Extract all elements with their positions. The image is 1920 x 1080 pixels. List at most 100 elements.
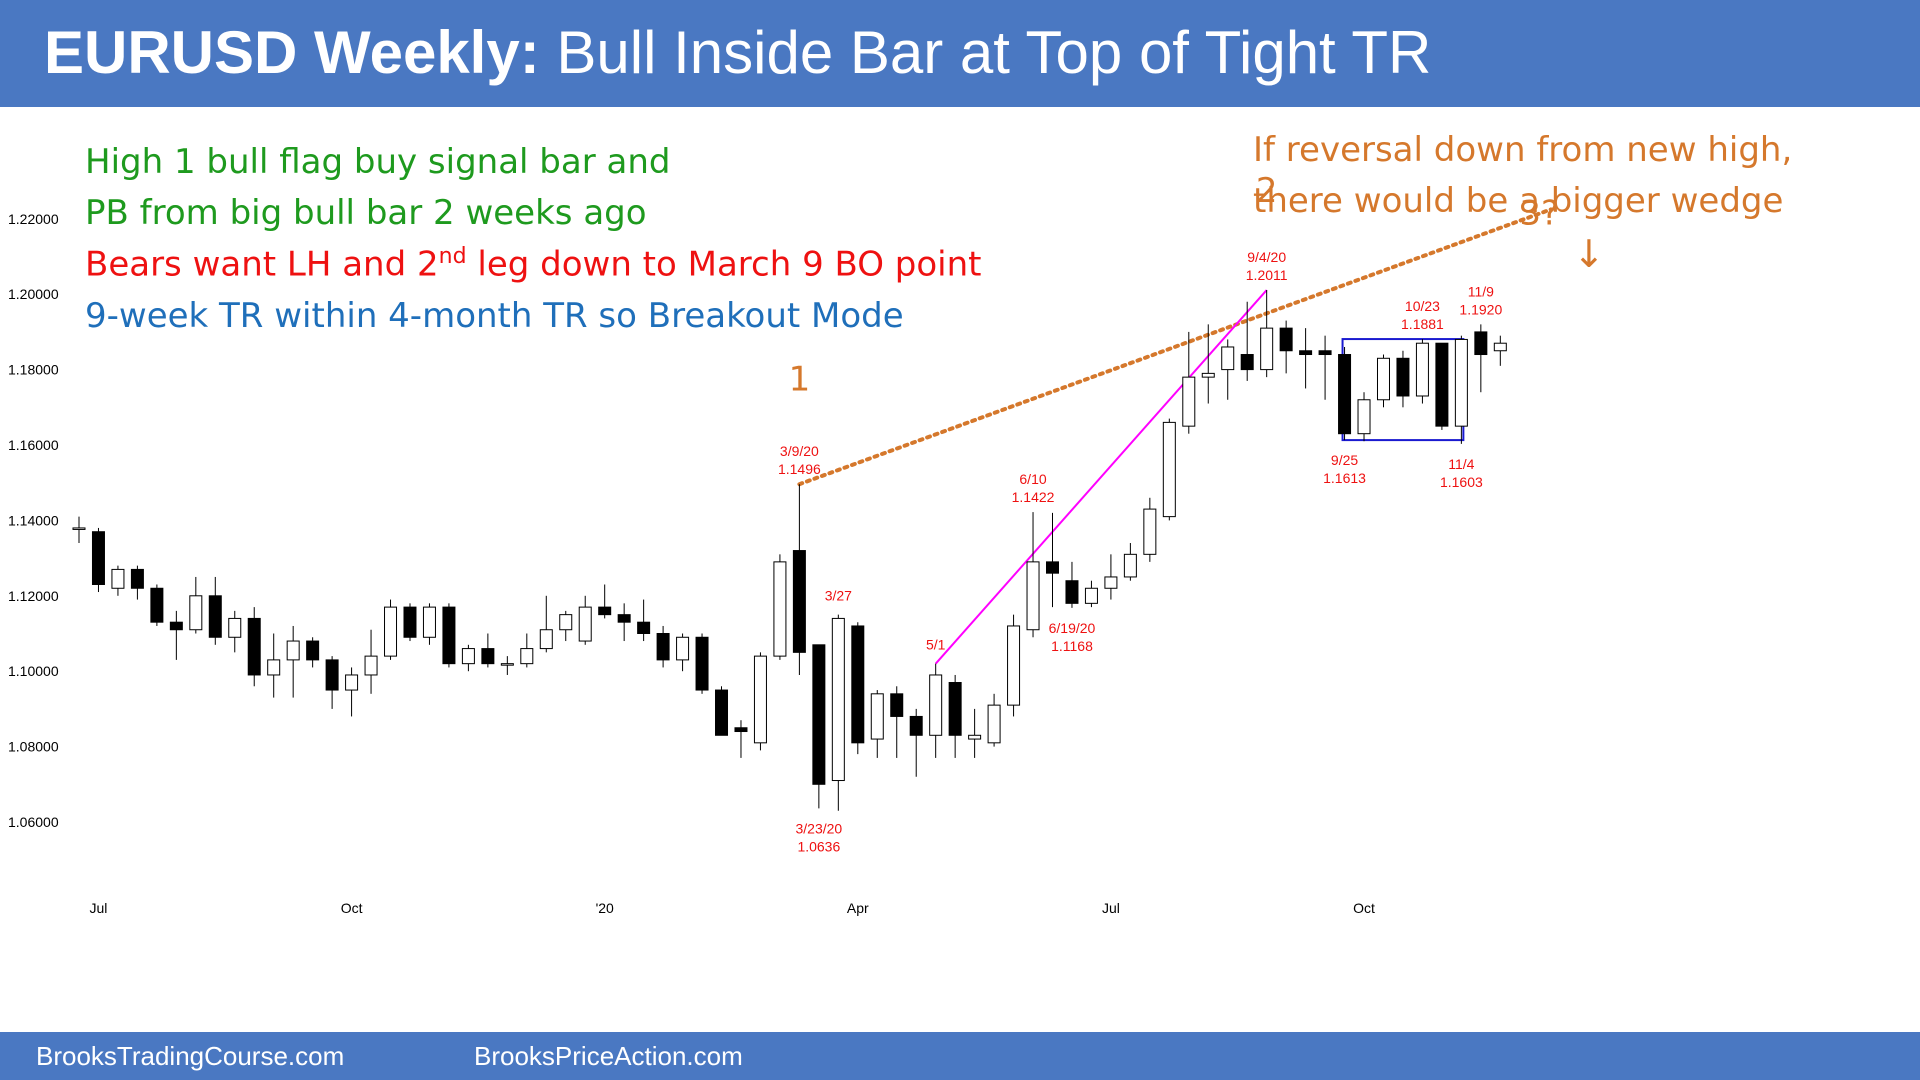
candle (364, 629, 378, 694)
y-tick-label: 1.20000 (8, 286, 59, 302)
annotation-date: 11/9 (1468, 283, 1494, 299)
candle-body (792, 550, 806, 653)
candle (1454, 335, 1468, 444)
candle-body (72, 527, 86, 530)
candle (286, 625, 300, 698)
candle (1299, 328, 1313, 389)
footer-link-left[interactable]: BrooksTradingCourse.com (36, 1041, 345, 1071)
price-annotation: 5/1 (926, 637, 946, 653)
reversal-note-1: If reversal down from new high, (1253, 130, 1793, 170)
candle-body (1162, 421, 1176, 518)
candle-body (559, 614, 573, 631)
note-line-3-a: Bears want LH and 2 (85, 244, 439, 285)
candle (948, 674, 962, 758)
candle-body (500, 663, 514, 666)
candle (968, 708, 982, 758)
candle (1338, 346, 1352, 441)
y-tick-label: 1.08000 (8, 739, 59, 755)
price-annotation: 3/9/20 1.1496 (778, 443, 821, 477)
candle (1026, 512, 1040, 638)
price-annotation: 6/19/20 1.1168 (1049, 620, 1096, 654)
candle-body (520, 648, 534, 665)
candle-body (1415, 342, 1429, 397)
price-annotation: 6/10 1.1422 (1012, 471, 1055, 505)
annotation-date: 10/23 (1405, 298, 1440, 314)
candle-body (948, 682, 962, 736)
candle-body (325, 659, 339, 691)
candle-body (403, 606, 417, 638)
x-tick-label: '20 (596, 900, 614, 916)
x-tick-label: Oct (341, 900, 363, 916)
candle-body (1299, 350, 1313, 356)
candle-body (637, 621, 651, 635)
candle-body (734, 727, 748, 733)
candle (1396, 350, 1410, 408)
candle-body (1338, 354, 1352, 435)
annotation-price: 1.0636 (797, 838, 840, 854)
page-title: EURUSD Weekly: Bull Inside Bar at Top of… (44, 18, 1431, 87)
candle (559, 610, 573, 642)
candle (987, 693, 1001, 747)
candle-body (1104, 576, 1118, 589)
candle-body (695, 636, 709, 691)
candle-body (1454, 338, 1468, 427)
y-tick-label: 1.16000 (8, 437, 59, 453)
candle-body (909, 715, 923, 736)
candle-body (1007, 625, 1021, 706)
candle-body (1260, 327, 1274, 371)
candle (228, 610, 242, 653)
candle (403, 603, 417, 642)
candle-body (169, 621, 183, 631)
candle-body (1493, 342, 1507, 352)
wedge-point-label: 1 (789, 359, 811, 399)
x-tick-label: Jul (90, 900, 108, 916)
candle (1201, 324, 1215, 404)
candle-body (1201, 372, 1215, 378)
candle (208, 576, 222, 645)
candle (812, 644, 826, 809)
candle (851, 622, 865, 755)
price-annotation: 9/4/20 1.2011 (1246, 249, 1288, 283)
candle (72, 516, 86, 544)
price-annotation: 3/23/20 1.0636 (796, 820, 843, 854)
candle (1123, 543, 1137, 581)
candle-body (1474, 331, 1488, 356)
wedge-point-label: 3? (1519, 193, 1559, 233)
y-tick-label: 1.06000 (8, 814, 59, 830)
price-annotation: 9/25 1.1613 (1323, 452, 1366, 486)
candle (130, 565, 144, 600)
candle (539, 595, 553, 653)
candle (909, 708, 923, 777)
price-annotation: 11/4 1.1603 (1440, 456, 1483, 490)
note-line-3-sup: nd (438, 244, 467, 269)
candle (267, 633, 281, 698)
annotation-price: 1.1881 (1401, 316, 1444, 332)
candle (1162, 418, 1176, 521)
candle-body (1123, 553, 1137, 578)
x-tick-label: Apr (847, 900, 869, 916)
candle (656, 625, 670, 668)
candle (695, 633, 709, 694)
candle (422, 603, 436, 645)
candle (481, 633, 495, 668)
candle-body (578, 606, 592, 642)
candle-body (753, 655, 767, 744)
candle (1046, 512, 1059, 608)
candle (520, 633, 534, 668)
candle (1474, 324, 1488, 393)
candlestick-chart: 1.06000 1.08000 1.10000 1.12000 1.14000 1.160… (8, 171, 1559, 916)
candle-body (384, 606, 398, 657)
candle (1435, 342, 1449, 430)
annotation-date: 9/4/20 (1247, 249, 1286, 265)
candle (831, 614, 845, 811)
candle-body (189, 595, 203, 631)
annotation-date: 3/23/20 (796, 820, 843, 836)
candle (637, 599, 651, 642)
candle-body (773, 561, 787, 657)
candle (1065, 561, 1079, 608)
down-arrow-icon: ↓ (1573, 232, 1605, 276)
candle-body (656, 633, 670, 661)
footer-link-right[interactable]: BrooksPriceAction.com (474, 1041, 743, 1071)
price-annotation: 11/9 1.1920 (1459, 283, 1502, 317)
annotation-date: 6/10 (1019, 471, 1046, 487)
